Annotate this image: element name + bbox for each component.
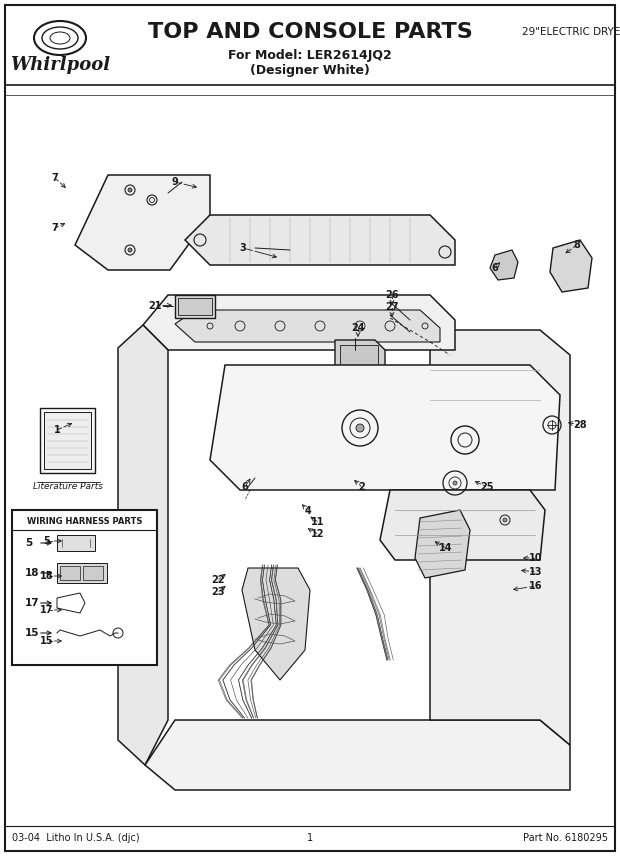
Text: 26: 26: [385, 290, 399, 300]
Polygon shape: [430, 330, 570, 745]
Polygon shape: [145, 720, 570, 790]
Circle shape: [453, 481, 457, 485]
Text: 27: 27: [385, 302, 399, 312]
Polygon shape: [550, 240, 592, 292]
Text: 03-04  Litho In U.S.A. (djc): 03-04 Litho In U.S.A. (djc): [12, 833, 140, 843]
Text: 14: 14: [439, 543, 453, 553]
Bar: [12, 510, 157, 665]
Text: 5: 5: [43, 536, 50, 546]
Text: 18: 18: [25, 568, 40, 578]
Polygon shape: [242, 568, 310, 680]
Text: 6: 6: [492, 263, 498, 273]
Text: 10: 10: [529, 553, 542, 563]
Polygon shape: [380, 490, 545, 560]
Circle shape: [503, 518, 507, 522]
Text: (Designer White): (Designer White): [250, 63, 370, 76]
Text: Part No. 6180295: Part No. 6180295: [523, 833, 608, 843]
Text: 22: 22: [211, 575, 224, 585]
Polygon shape: [185, 215, 455, 265]
Text: 12: 12: [311, 529, 325, 539]
Text: 9: 9: [172, 177, 179, 187]
Text: TOP AND CONSOLE PARTS: TOP AND CONSOLE PARTS: [148, 22, 472, 42]
Polygon shape: [210, 365, 560, 490]
Text: 11: 11: [311, 517, 325, 527]
Bar: [44, 412, 91, 469]
Polygon shape: [335, 340, 385, 375]
Polygon shape: [175, 310, 440, 342]
Text: Whirlpool: Whirlpool: [10, 56, 110, 74]
Text: eReplacementParts.com: eReplacementParts.com: [225, 461, 395, 475]
Text: 24: 24: [352, 323, 365, 333]
Text: 23: 23: [211, 587, 224, 597]
Text: 1: 1: [53, 425, 60, 435]
Text: 21: 21: [148, 301, 162, 311]
Text: 8: 8: [574, 240, 580, 250]
Text: 4: 4: [304, 506, 311, 516]
Text: 16: 16: [529, 581, 542, 591]
Text: WIRING HARNESS PARTS: WIRING HARNESS PARTS: [27, 518, 143, 526]
Polygon shape: [75, 175, 210, 270]
Circle shape: [128, 188, 132, 192]
Text: 28: 28: [573, 420, 587, 430]
Circle shape: [128, 248, 132, 252]
Text: 6: 6: [242, 482, 249, 492]
Text: 7: 7: [51, 173, 58, 183]
Text: 17: 17: [40, 605, 54, 615]
Text: Literature Parts: Literature Parts: [33, 482, 103, 491]
Text: 25: 25: [480, 482, 494, 492]
Text: 1: 1: [307, 833, 313, 843]
Text: For Model: LER2614JQ2: For Model: LER2614JQ2: [228, 49, 392, 62]
Bar: [57, 535, 95, 551]
Polygon shape: [118, 325, 168, 765]
Circle shape: [356, 424, 364, 432]
Bar: [60, 566, 80, 580]
Text: 29"ELECTRIC DRYER: 29"ELECTRIC DRYER: [522, 27, 620, 37]
Polygon shape: [415, 510, 470, 578]
Text: 3: 3: [239, 243, 246, 253]
Bar: [83, 566, 103, 580]
Text: 2: 2: [358, 482, 365, 492]
Polygon shape: [143, 295, 455, 350]
Bar: [178, 298, 212, 315]
Bar: [40, 408, 95, 473]
Text: 5: 5: [25, 538, 32, 548]
Text: 17: 17: [25, 598, 40, 608]
Polygon shape: [175, 295, 215, 318]
Text: 15: 15: [25, 628, 40, 638]
Text: 13: 13: [529, 567, 542, 577]
Bar: [340, 345, 378, 370]
Polygon shape: [490, 250, 518, 280]
Bar: [57, 563, 107, 583]
Text: 15: 15: [40, 636, 54, 646]
Text: 7: 7: [51, 223, 58, 233]
Text: 18: 18: [40, 571, 54, 581]
